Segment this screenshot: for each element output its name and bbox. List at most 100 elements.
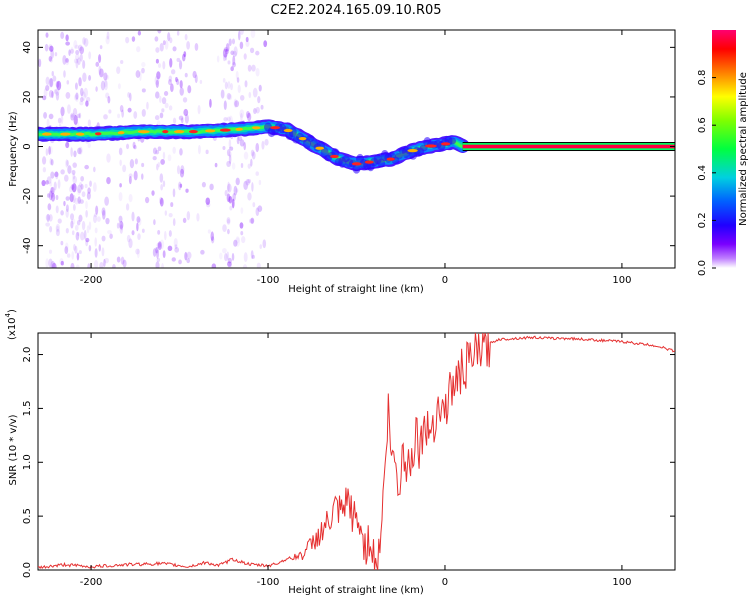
spectrogram-noise-mark xyxy=(57,179,61,189)
spectrogram-noise-mark xyxy=(239,41,244,50)
spectrogram-noise-mark xyxy=(245,40,250,47)
spectrogram-noise-mark xyxy=(106,153,111,163)
spectrogram-noise-mark xyxy=(45,214,51,221)
spectrogram-noise-mark xyxy=(227,257,232,264)
spectrogram-noise-mark xyxy=(65,34,69,42)
spectrogram-noise-mark xyxy=(229,146,234,151)
spectrogram-hotspot xyxy=(95,132,102,136)
colorbar-label: Normalized spectral amplitude xyxy=(738,72,749,226)
spectrogram-hotspot xyxy=(162,130,169,134)
spectrogram-noise-mark xyxy=(245,36,249,43)
spectrogram-noise-mark xyxy=(236,77,240,83)
spectrogram-noise-mark xyxy=(53,181,57,191)
spectrogram-noise-mark xyxy=(152,147,158,155)
spectrogram-noise-mark xyxy=(200,249,205,255)
spectrogram-noise-mark xyxy=(231,198,235,209)
spectrogram-noise-mark xyxy=(250,149,255,157)
spectrogram-noise-mark xyxy=(82,72,87,83)
spectrogram-noise-mark xyxy=(74,53,80,61)
spectrogram-noise-mark xyxy=(57,117,62,124)
spectrogram-noise-mark xyxy=(78,77,82,87)
spectrogram-noise-mark xyxy=(159,95,162,104)
spectrogram-hotspot xyxy=(117,131,125,135)
spectrogram-noise-mark xyxy=(87,119,91,127)
spectrogram-noise-mark xyxy=(98,65,102,76)
spectrogram-noise-mark xyxy=(192,70,197,79)
spectrogram-noise-mark xyxy=(159,239,165,250)
spectrogram-noise-mark xyxy=(159,112,164,119)
spectrogram-noise-mark xyxy=(122,259,127,268)
spectrogram-noise-mark xyxy=(126,234,131,243)
spectrogram-noise-mark xyxy=(109,233,113,239)
spectrogram-noise-mark xyxy=(163,91,169,97)
spectrogram-noise-mark xyxy=(168,105,173,111)
spectrogram-noise-mark xyxy=(239,94,245,101)
spectrogram-noise-mark xyxy=(62,54,67,65)
spectrogram-noise-mark xyxy=(179,80,183,89)
spectrogram-noise-mark xyxy=(257,96,261,104)
spectrogram-noise-mark xyxy=(105,74,110,80)
spectrogram-noise-mark xyxy=(186,258,191,264)
spectrogram-noise-mark xyxy=(238,30,241,41)
spectrogram-noise-mark xyxy=(231,38,236,45)
spectrogram-noise-mark xyxy=(127,107,132,113)
spectrogram-noise-mark xyxy=(68,49,71,56)
spectrogram-noise-mark xyxy=(94,248,98,258)
spectrogram-noise-mark xyxy=(247,178,252,184)
spectrogram-noise-mark xyxy=(48,214,53,222)
spectrogram-noise-mark xyxy=(141,108,146,117)
spectrogram-noise-mark xyxy=(235,177,240,186)
spectrogram-noise-mark xyxy=(116,66,121,74)
spectrogram-noise-mark xyxy=(155,91,160,99)
spectrogram-noise-mark xyxy=(155,47,160,53)
spectrogram-noise-mark xyxy=(262,239,267,249)
spectrogram-x-ticks: -200 -100 0 100 xyxy=(80,30,631,286)
spectrogram-noise-mark xyxy=(225,49,230,55)
spectrogram-hotspot xyxy=(205,129,216,133)
spectrogram-noise-mark xyxy=(168,75,173,82)
spectrogram-noise-mark xyxy=(161,263,164,268)
spectrogram-noise-mark xyxy=(77,44,83,52)
colorbar-tick-label: 0.0 xyxy=(697,260,708,276)
spectrogram-noise-mark xyxy=(65,242,69,251)
spectrogram-noise-mark xyxy=(223,117,228,122)
spectrogram-noise-mark xyxy=(209,98,212,108)
spectrogram-noise-mark xyxy=(139,71,142,81)
spectrogram-noise-mark xyxy=(137,233,141,240)
snr-panel: -200 -100 0 100 0.0 0.5 1.0 1.5 2.0 Height of s… xyxy=(4,309,676,596)
spectrogram-noise-mark xyxy=(63,200,66,207)
spectrogram-noise-mark xyxy=(80,231,85,241)
spectrogram-noise-mark xyxy=(172,218,176,227)
spectrogram-noise-mark xyxy=(136,222,139,232)
spectrogram-noise-mark xyxy=(49,57,53,63)
spectrogram-noise-mark xyxy=(65,208,69,218)
spectrogram-noise-mark xyxy=(153,219,156,226)
spectrogram-noise-mark xyxy=(250,30,256,39)
spectrogram-noise-mark xyxy=(159,197,164,207)
spectrogram-noise-mark xyxy=(103,78,108,88)
spectrogram-noise-mark xyxy=(112,264,116,268)
spectrogram-noise-mark xyxy=(168,79,172,86)
spectrogram-noise-mark xyxy=(226,183,232,193)
spectrogram-noise-mark xyxy=(70,220,74,229)
spectrogram-noise-mark xyxy=(95,61,100,67)
spectrogram-noise-mark xyxy=(125,36,130,44)
spectrogram-noise-mark xyxy=(74,44,79,49)
spectrogram-noise-mark xyxy=(211,263,217,268)
spectrogram-x-tick-label: -100 xyxy=(257,275,280,286)
spectrogram-noise-mark xyxy=(256,262,261,268)
spectrogram-noise-mark xyxy=(79,97,84,102)
spectrogram-noise-mark xyxy=(242,264,248,268)
spectrogram-noise-mark xyxy=(74,245,78,254)
spectrogram-noise-mark xyxy=(220,89,225,99)
spectrogram-noise-mark xyxy=(161,97,167,105)
spectrogram-noise-mark xyxy=(222,247,227,254)
spectrogram-noise-mark xyxy=(75,58,79,69)
spectrogram-noise-mark xyxy=(86,191,91,200)
spectrogram-noise-mark xyxy=(224,189,228,197)
spectrogram-noise-mark xyxy=(243,180,249,190)
spectrogram-noise-mark xyxy=(231,61,237,68)
spectrogram-noise-mark xyxy=(222,77,226,83)
spectrogram-noise-mark xyxy=(73,244,76,251)
spectrogram-noise-mark xyxy=(102,209,106,220)
